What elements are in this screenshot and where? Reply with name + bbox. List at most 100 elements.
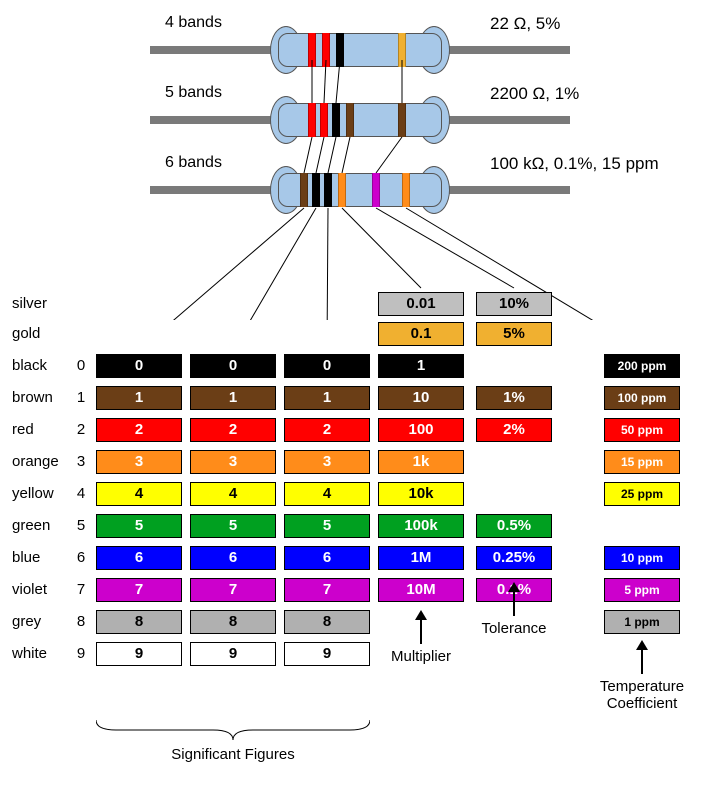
tolerance-cell: 1% <box>476 386 552 410</box>
resistor-band <box>332 103 340 137</box>
tolerance-cell: 2% <box>476 418 552 442</box>
color-name: orange <box>12 453 59 470</box>
sigfig-cell: 2 <box>284 418 370 442</box>
sigfig-cell: 4 <box>284 482 370 506</box>
resistor-band <box>398 103 406 137</box>
resistor-band <box>300 173 308 207</box>
resistor-lead <box>150 46 280 54</box>
resistor-band <box>308 103 316 137</box>
color-row-gold: gold 0.1 5% <box>0 320 719 348</box>
sigfig-cell: 6 <box>284 546 370 570</box>
color-name: gold <box>12 325 40 342</box>
resistor-body <box>278 103 442 137</box>
resistor-value: 100 kΩ, 0.1%, 15 ppm <box>490 154 659 174</box>
color-digit: 5 <box>72 517 90 534</box>
color-digit: 8 <box>72 613 90 630</box>
sigfig-cell: 1 <box>284 386 370 410</box>
multiplier-cell: 1M <box>378 546 464 570</box>
multiplier-label: Multiplier <box>378 610 464 665</box>
tcr-label: TemperatureCoefficient <box>584 640 700 712</box>
multiplier-cell: 1 <box>378 354 464 378</box>
color-name: black <box>12 357 47 374</box>
resistor-value: 2200 Ω, 1% <box>490 84 579 104</box>
color-digit: 9 <box>72 645 90 662</box>
color-digit: 0 <box>72 357 90 374</box>
sigfig-cell: 1 <box>96 386 182 410</box>
multiplier-cell: 0.1 <box>378 322 464 346</box>
sigfig-cell: 9 <box>190 642 276 666</box>
resistor-2: 5 bands2200 Ω, 1% <box>0 90 719 150</box>
tcr-cell: 10 ppm <box>604 546 680 570</box>
multiplier-cell: 10M <box>378 578 464 602</box>
sigfig-cell: 7 <box>190 578 276 602</box>
multiplier-cell: 100k <box>378 514 464 538</box>
tolerance-cell: 5% <box>476 322 552 346</box>
resistor-lead <box>440 116 570 124</box>
sigfig-cell: 6 <box>96 546 182 570</box>
sigfig-cell: 8 <box>190 610 276 634</box>
tcr-cell: 50 ppm <box>604 418 680 442</box>
sigfig-label: Significant Figures <box>96 746 370 763</box>
tcr-cell: 200 ppm <box>604 354 680 378</box>
tolerance-label: Tolerance <box>466 582 562 637</box>
color-digit: 3 <box>72 453 90 470</box>
sigfig-cell: 5 <box>190 514 276 538</box>
resistor-lead <box>440 46 570 54</box>
sigfig-cell: 3 <box>284 450 370 474</box>
multiplier-cell: 10k <box>378 482 464 506</box>
sigfig-cell: 1 <box>190 386 276 410</box>
sigfig-cell: 7 <box>96 578 182 602</box>
tcr-cell: 1 ppm <box>604 610 680 634</box>
sigfig-cell: 9 <box>96 642 182 666</box>
tolerance-cell: 0.5% <box>476 514 552 538</box>
color-row-green: green5555100k0.5% <box>0 512 719 540</box>
resistor-body <box>278 33 442 67</box>
color-digit: 2 <box>72 421 90 438</box>
color-row-silver: silver0.0110% <box>0 290 719 318</box>
color-name: white <box>12 645 47 662</box>
resistor-band-count: 4 bands <box>165 14 222 32</box>
sigfig-cell: 6 <box>190 546 276 570</box>
color-digit: 4 <box>72 485 90 502</box>
resistor-band <box>402 173 410 207</box>
color-row-blue: blue66661M0.25%10 ppm <box>0 544 719 572</box>
color-row-violet: violet777710M0.1%5 ppm <box>0 576 719 604</box>
color-name: yellow <box>12 485 54 502</box>
color-row-yellow: yellow444410k25 ppm <box>0 480 719 508</box>
tcr-cell: 25 ppm <box>604 482 680 506</box>
color-row-grey: grey88881 ppm <box>0 608 719 636</box>
sigfig-cell: 2 <box>190 418 276 442</box>
sigfig-cell: 7 <box>284 578 370 602</box>
resistor-1: 4 bands22 Ω, 5% <box>0 20 719 80</box>
tolerance-cell: 0.25% <box>476 546 552 570</box>
resistor-3: 6 bands100 kΩ, 0.1%, 15 ppm <box>0 160 719 220</box>
multiplier-cell: 10 <box>378 386 464 410</box>
resistor-band <box>372 173 380 207</box>
sigfig-cell: 3 <box>190 450 276 474</box>
sigfig-cell: 5 <box>96 514 182 538</box>
resistor-band <box>336 33 344 67</box>
color-name: grey <box>12 613 41 630</box>
color-digit: 7 <box>72 581 90 598</box>
sigfig-cell: 0 <box>284 354 370 378</box>
color-row-black: black00001200 ppm <box>0 352 719 380</box>
color-digit: 6 <box>72 549 90 566</box>
sigfig-cell: 0 <box>96 354 182 378</box>
resistor-band-count: 5 bands <box>165 84 222 102</box>
tcr-cell: 100 ppm <box>604 386 680 410</box>
sigfig-cell: 3 <box>96 450 182 474</box>
resistor-band <box>324 173 332 207</box>
color-name: blue <box>12 549 40 566</box>
resistor-band <box>308 33 316 67</box>
resistor-band <box>312 173 320 207</box>
color-name: brown <box>12 389 53 406</box>
multiplier-cell: 1k <box>378 450 464 474</box>
tcr-cell: 15 ppm <box>604 450 680 474</box>
sigfig-cell: 5 <box>284 514 370 538</box>
resistor-lead <box>150 186 280 194</box>
resistor-value: 22 Ω, 5% <box>490 14 560 34</box>
resistor-band <box>398 33 406 67</box>
color-name: silver <box>12 295 47 312</box>
sigfig-cell: 4 <box>190 482 276 506</box>
color-row-brown: brown1111101%100 ppm <box>0 384 719 412</box>
